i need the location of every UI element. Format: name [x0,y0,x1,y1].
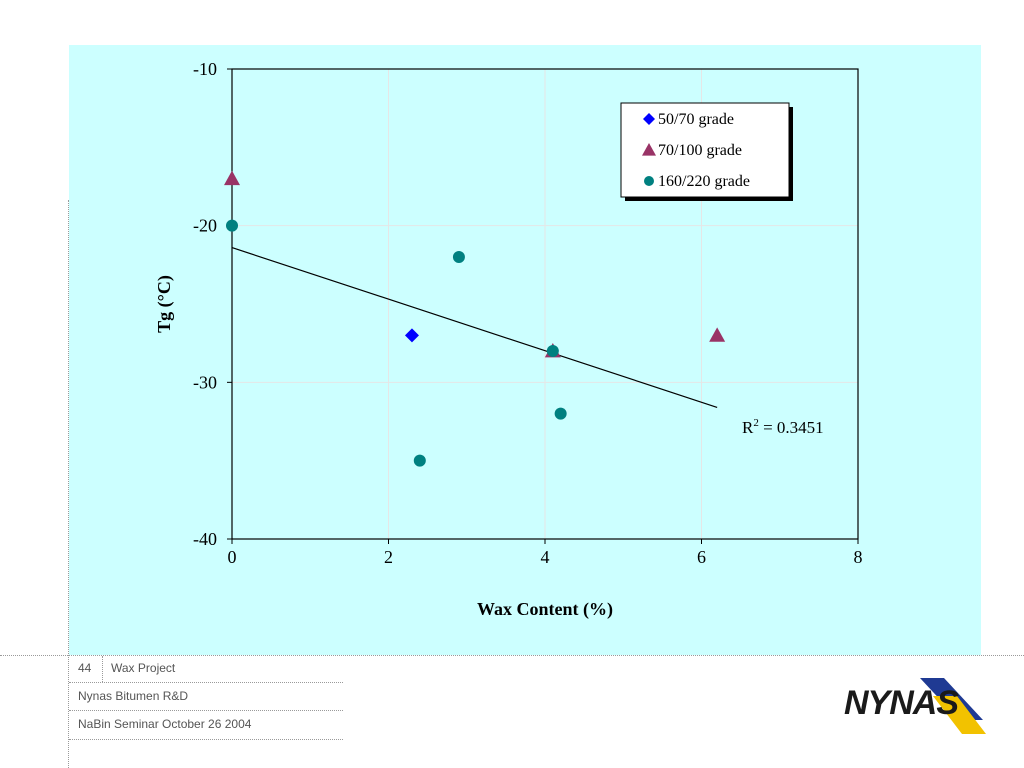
legend-label: 50/70 grade [658,111,734,128]
data-point-70-100-grade [224,170,240,186]
y-tick-label: -40 [193,529,217,549]
axis-ticks: 0 2 4 6 8 -10 -20 -30 -40 [193,59,863,567]
scatter-chart: 0 2 4 6 8 -10 -20 -30 -40 Wax Content (%) Tg (°C… [154,59,863,620]
legend-marker-160-220-grade [644,176,654,186]
r-squared-superscript: 2 [753,417,759,429]
x-tick-label: 0 [228,547,237,567]
nynas-logo: NYNAS [844,678,986,734]
r-squared-value: = 0.3451 [759,418,824,437]
logo-wordmark: NYNAS [844,684,959,722]
left-divider [68,200,69,768]
data-points [224,170,726,467]
x-tick-label: 2 [384,547,393,567]
y-tick-label: -30 [193,372,217,392]
legend-marker-50-70-grade [643,113,655,125]
x-tick-label: 6 [697,547,706,567]
x-axis-title: Wax Content (%) [477,599,613,620]
footer-divider [0,655,1024,656]
chart-panel: 0 2 4 6 8 -10 -20 -30 -40 Wax Content (%) Tg (°C… [69,45,981,655]
x-tick-label: 4 [541,547,550,567]
r-squared-r: R [742,418,754,437]
y-axis-title: Tg (°C) [154,275,175,333]
data-point-50-70-grade [404,328,419,343]
legend: 50/70 grade 70/100 grade 160/220 grade [620,102,793,201]
event-name: NaBin Seminar October 26 2004 [78,717,252,731]
y-tick-label: -10 [193,59,217,79]
data-point-160-220-grade [546,345,559,357]
r-squared-annotation: R2 = 0.3451 [742,417,824,437]
slide-number: 44 [78,661,92,675]
logo-yellow-stripe [933,696,986,734]
legend-marker-70-100-grade [642,143,656,156]
data-point-160-220-grade [554,407,567,420]
trendline [231,247,718,408]
legend-label: 160/220 grade [658,173,750,190]
footer-separator [102,656,103,682]
footer-rule [69,682,343,683]
data-point-160-220-grade [226,219,238,232]
footer-rule [69,739,343,740]
project-name: Wax Project [111,661,176,675]
organization-name: Nynas Bitumen R&D [78,689,189,703]
legend-label: 70/100 grade [658,142,742,159]
data-point-160-220-grade [413,454,426,467]
y-tick-label: -20 [193,216,217,236]
footer-rule [69,710,343,711]
data-point-160-220-grade [452,251,465,263]
x-tick-label: 8 [854,547,863,567]
data-point-70-100-grade [709,327,726,342]
